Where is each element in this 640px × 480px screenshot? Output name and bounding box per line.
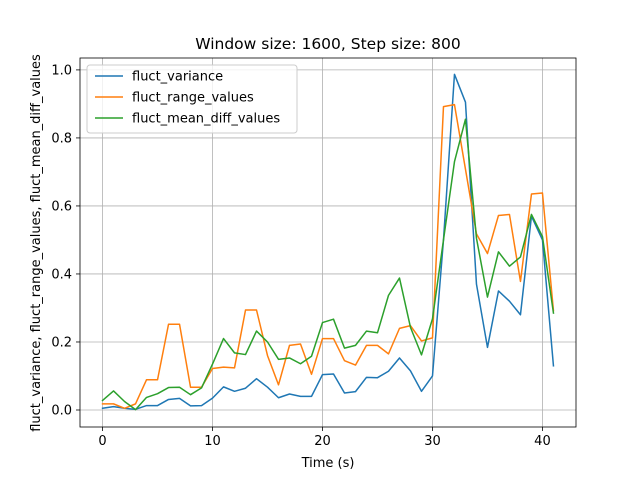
series-line-fluct-mean-diff-values — [101, 118, 555, 411]
x-tick-label: 10 — [204, 434, 221, 449]
chart-title: Window size: 1600, Step size: 800 — [195, 35, 461, 53]
x-tick-label: 30 — [424, 434, 441, 449]
y-tick-label: 0.4 — [51, 267, 72, 282]
plot-area: 0 10 20 30 40 0.0 0.2 0.4 0.6 0.8 1.0 — [51, 57, 577, 449]
x-axis-label: Time (s) — [301, 456, 355, 471]
y-tick-label: 0.6 — [51, 199, 72, 214]
x-tick-label: 0 — [98, 434, 106, 449]
y-tick-label: 0.2 — [51, 335, 72, 350]
legend: fluct_variance fluct_range_values fluct_me… — [86, 64, 298, 134]
series-line-fluct-range-values — [101, 103, 555, 410]
y-tick-label: 1.0 — [51, 63, 72, 78]
y-tick-label: 0.8 — [51, 131, 72, 146]
axes-frame — [79, 57, 577, 428]
legend-label: fluct_variance — [132, 70, 223, 85]
x-tick-label: 40 — [534, 434, 551, 449]
legend-box — [86, 64, 298, 134]
x-tick-label: 20 — [314, 434, 331, 449]
y-tick-label: 0.0 — [51, 403, 72, 418]
legend-label: fluct_range_values — [132, 91, 254, 106]
series-line-fluct-variance — [101, 73, 555, 411]
legend-label: fluct_mean_diff_values — [132, 112, 280, 127]
y-axis-label: fluct_variance, fluct_range_values, fluc… — [29, 54, 44, 432]
